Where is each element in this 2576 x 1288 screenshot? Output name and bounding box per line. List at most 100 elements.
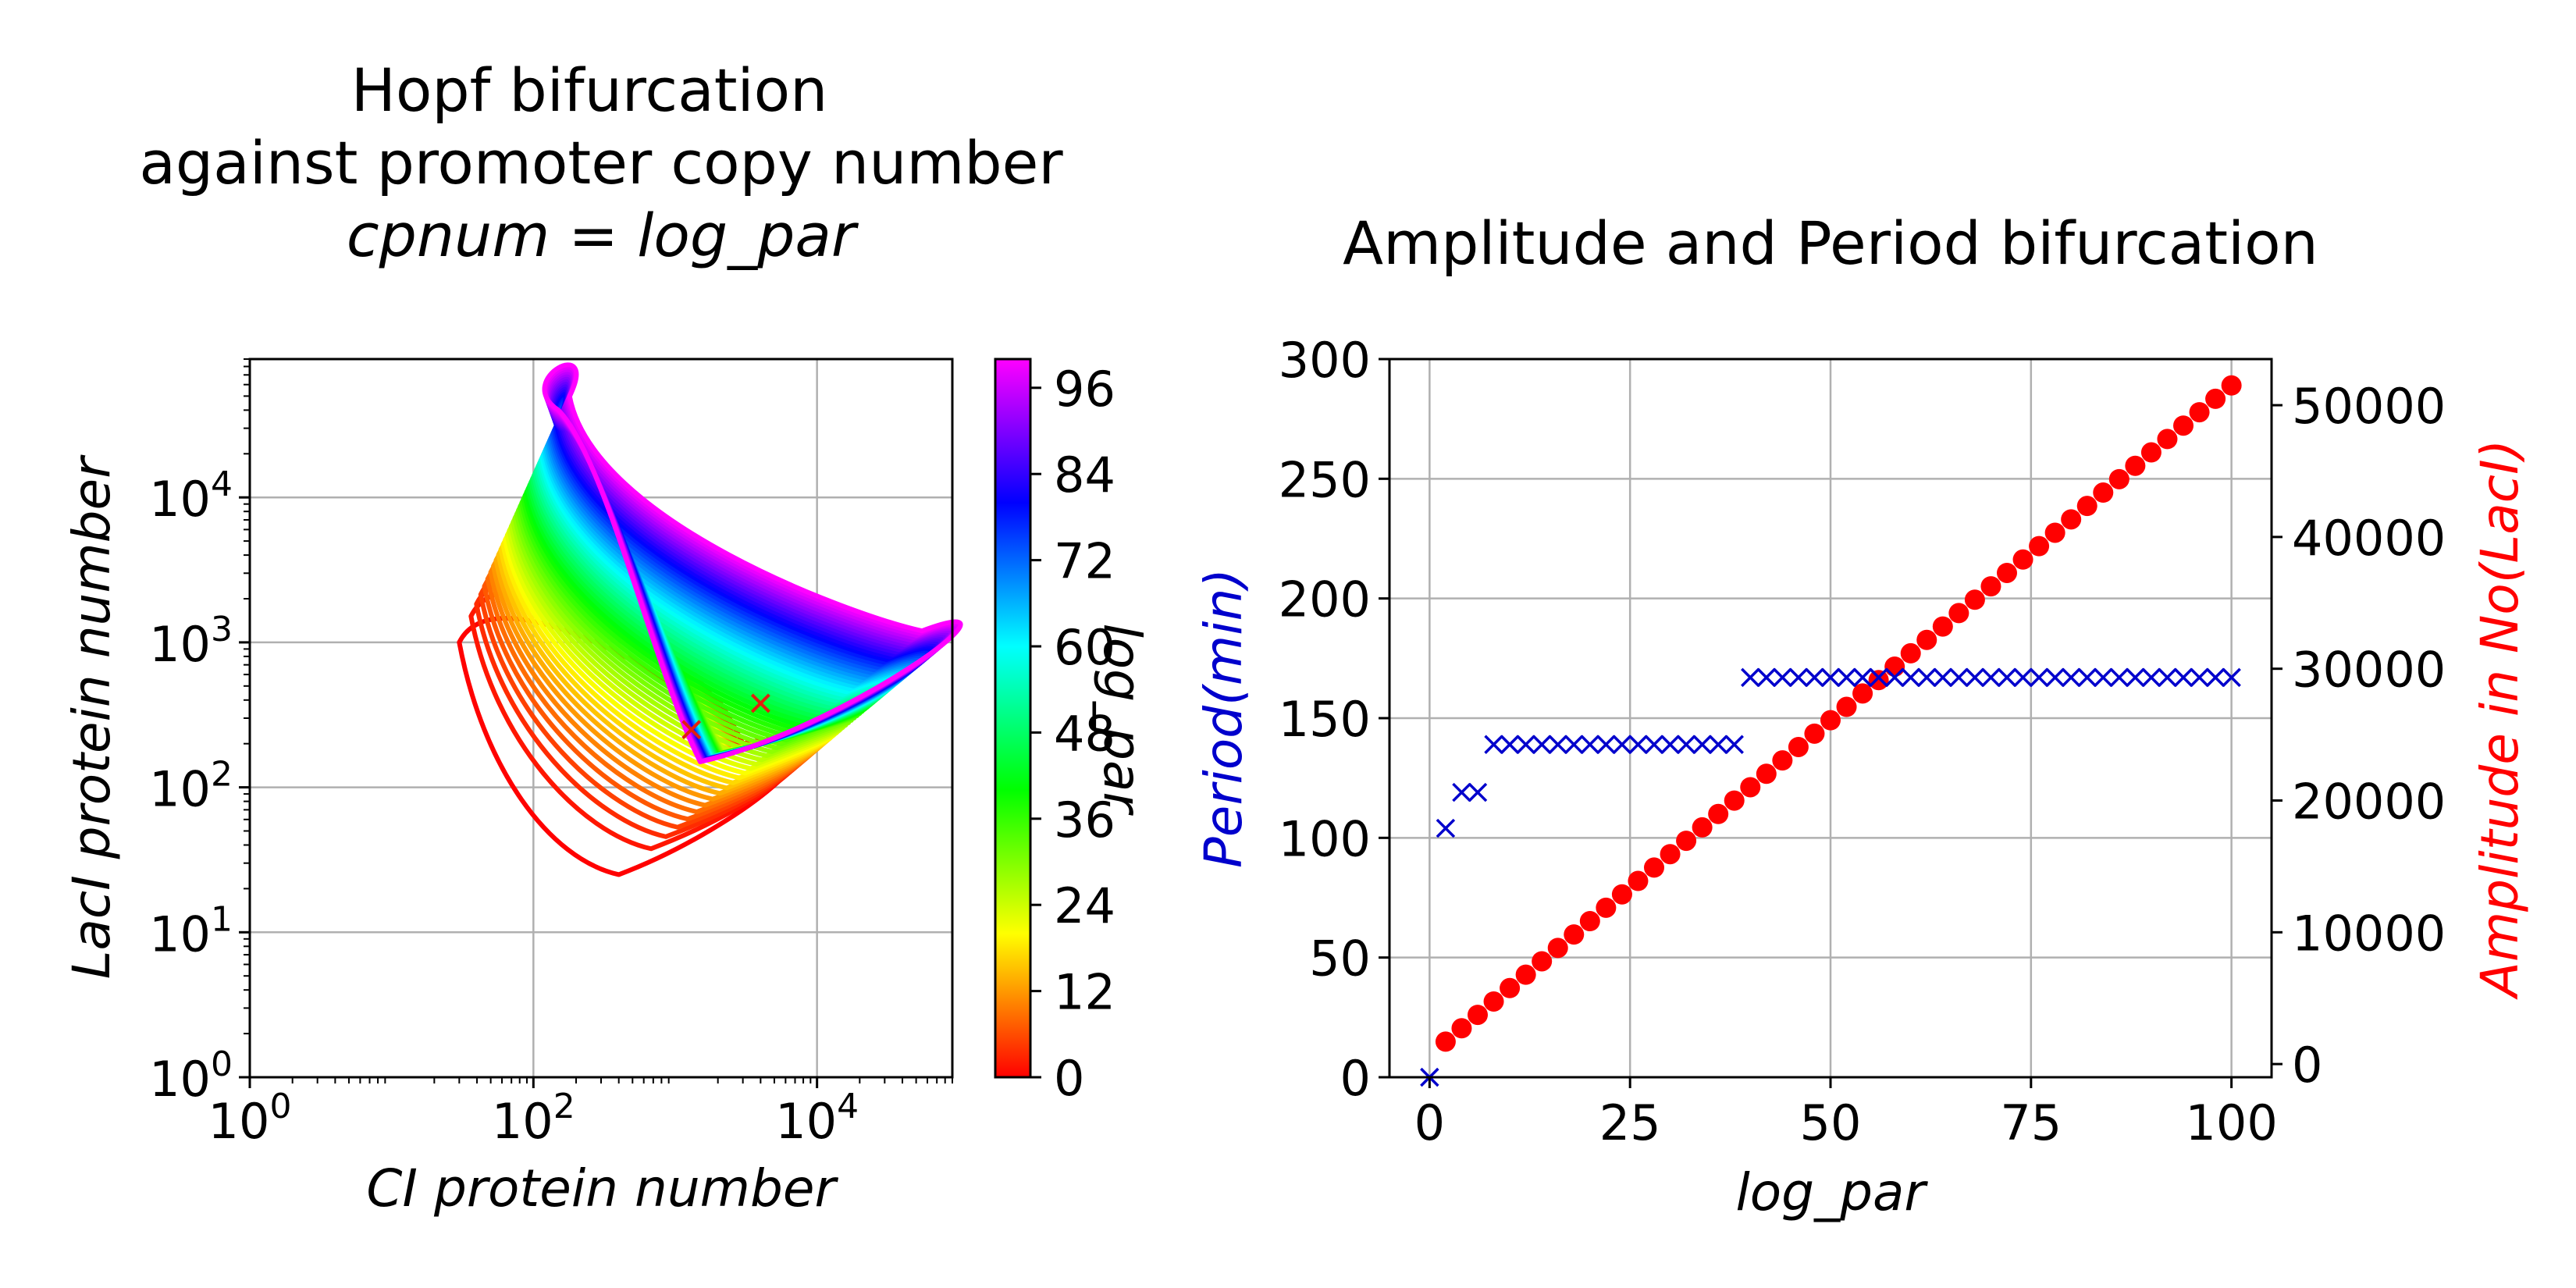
left-panel: Hopf bifurcation against promoter copy n… xyxy=(62,55,1152,1219)
amplitude-point xyxy=(1692,817,1713,838)
left-title-line-2: against promoter copy number xyxy=(139,128,1063,197)
right-left-y-tick-label: 0 xyxy=(1340,1050,1371,1107)
colorbar-ticks: 0 12 24 36 48 60 72 84 96 xyxy=(1030,361,1115,1107)
colorbar-tick-label: 72 xyxy=(1054,533,1115,590)
period-point xyxy=(1917,667,1937,688)
period-point xyxy=(1628,735,1648,754)
amplitude-point xyxy=(2044,522,2065,543)
left-x-tick-label: 104 xyxy=(775,1087,859,1150)
colorbar xyxy=(994,358,1032,1079)
left-y-tick-label: 100 xyxy=(149,1044,233,1108)
period-point xyxy=(1869,667,1888,688)
amplitude-point xyxy=(1451,1018,1472,1039)
amplitude-point xyxy=(1740,777,1761,798)
right-left-y-tick-label: 50 xyxy=(1309,930,1371,987)
amplitude-point xyxy=(1435,1031,1456,1052)
left-initial-markers xyxy=(681,693,770,740)
amplitude-point xyxy=(1884,656,1905,678)
right-left-y-axis-label: Period(min) xyxy=(1194,568,1254,868)
amplitude-point xyxy=(1756,763,1777,785)
period-point xyxy=(2222,667,2241,688)
left-x-axis-label: CI protein number xyxy=(366,1158,838,1219)
amplitude-point xyxy=(1579,911,1600,932)
left-y-tick-labels: 100 101 102 103 104 xyxy=(149,464,233,1108)
left-y-axis-label: LacI protein number xyxy=(62,454,122,979)
period-point xyxy=(1580,735,1600,754)
amplitude-point xyxy=(2173,415,2194,436)
right-left-y-tick-label: 250 xyxy=(1279,451,1371,508)
amplitude-point xyxy=(2221,375,2242,396)
amplitude-point xyxy=(1900,642,1921,664)
initial-marker xyxy=(750,693,770,713)
amplitude-point xyxy=(1932,616,1953,637)
amplitude-point xyxy=(2093,482,2114,503)
amplitude-point xyxy=(1611,884,1632,905)
period-point xyxy=(1981,667,2001,688)
amplitude-point xyxy=(2108,468,2129,489)
amplitude-point xyxy=(1628,870,1649,891)
right-x-axis-label: log_par xyxy=(1735,1162,1928,1222)
period-point xyxy=(2173,667,2194,688)
amplitude-point xyxy=(1836,696,1857,717)
right-left-y-tick-labels: 0 50 100 150 200 250 300 xyxy=(1279,332,1389,1107)
period-point xyxy=(1596,735,1616,754)
amplitude-point xyxy=(1596,897,1617,918)
period-point xyxy=(1724,735,1744,754)
amplitude-point xyxy=(1515,964,1536,985)
right-x-tick-label: 100 xyxy=(2185,1094,2277,1151)
period-point xyxy=(1788,667,1809,688)
right-x-tick-label: 75 xyxy=(2000,1094,2062,1151)
period-series xyxy=(1420,667,2241,1087)
limit-cycle xyxy=(542,362,963,764)
right-right-y-tick-labels: 0 10000 20000 30000 40000 50000 xyxy=(2272,378,2446,1094)
amplitude-point xyxy=(1804,723,1825,744)
period-point xyxy=(2158,667,2177,688)
period-point xyxy=(2141,667,2161,688)
amplitude-point xyxy=(1708,803,1729,824)
colorbar-tick-label: 12 xyxy=(1054,964,1115,1021)
left-x-tick-label: 102 xyxy=(492,1087,575,1150)
amplitude-point xyxy=(1997,562,2017,583)
period-point xyxy=(1708,735,1728,754)
right-x-tick-label: 25 xyxy=(1599,1094,1661,1151)
period-point xyxy=(1516,735,1535,754)
period-point xyxy=(2126,667,2145,688)
period-point xyxy=(1500,735,1520,754)
amplitude-point xyxy=(2012,549,2033,570)
right-left-y-tick-label: 150 xyxy=(1279,691,1371,748)
amplitude-point xyxy=(2140,442,2161,463)
period-point xyxy=(1676,735,1696,754)
amplitude-point xyxy=(1483,991,1504,1012)
period-point xyxy=(1564,735,1584,754)
period-point xyxy=(1997,667,2017,688)
left-limit-cycles xyxy=(457,362,963,877)
right-x-tick-labels: 0 25 50 75 100 xyxy=(1414,1077,2278,1151)
period-point xyxy=(2190,667,2209,688)
amplitude-point xyxy=(2076,496,2097,517)
amplitude-point xyxy=(1980,576,2001,597)
colorbar-tick-label: 96 xyxy=(1054,361,1115,418)
period-point xyxy=(1532,735,1552,754)
period-point xyxy=(1452,782,1471,802)
period-point xyxy=(1468,782,1488,802)
right-right-y-tick-label: 20000 xyxy=(2292,774,2446,831)
left-x-tick-labels: 100 102 104 xyxy=(208,1087,859,1150)
colorbar-tick-label: 24 xyxy=(1054,877,1115,934)
right-x-tick-label: 50 xyxy=(1800,1094,1862,1151)
period-point xyxy=(1548,735,1567,754)
period-point xyxy=(1660,735,1680,754)
right-left-y-tick-label: 100 xyxy=(1279,810,1371,867)
colorbar-tick-label: 84 xyxy=(1054,447,1115,503)
period-point xyxy=(2061,667,2081,688)
period-point xyxy=(1852,667,1873,688)
period-point xyxy=(2029,667,2049,688)
right-right-y-tick-label: 50000 xyxy=(2292,378,2446,435)
amplitude-point xyxy=(1724,790,1745,811)
period-point xyxy=(2205,667,2226,688)
amplitude-point xyxy=(1676,831,1697,852)
period-point xyxy=(2109,667,2129,688)
right-right-y-tick-label: 40000 xyxy=(2292,510,2446,567)
period-point xyxy=(2077,667,2097,688)
amplitude-point xyxy=(2189,402,2210,423)
